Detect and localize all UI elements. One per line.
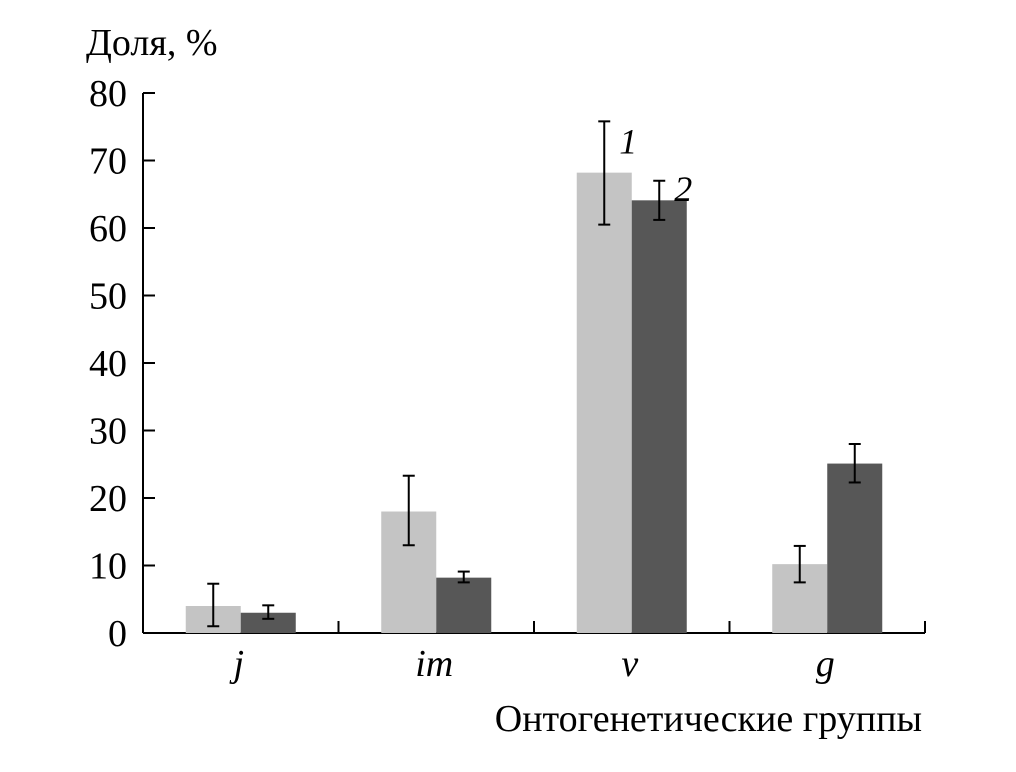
- y-tick-label: 70: [89, 141, 127, 183]
- series-label: 2: [674, 169, 692, 209]
- bar: [576, 172, 632, 633]
- y-tick-label: 80: [89, 73, 127, 115]
- bar: [240, 612, 296, 633]
- bar: [827, 463, 883, 633]
- y-tick-label: 10: [89, 546, 127, 588]
- x-tick-label: j: [228, 643, 244, 685]
- y-tick-label: 40: [89, 343, 127, 385]
- x-axis-title: Онтогенетические группы: [495, 698, 922, 740]
- y-tick-label: 20: [89, 478, 127, 520]
- x-tick-label: im: [415, 643, 453, 685]
- y-tick-label: 30: [89, 411, 127, 453]
- bar: [436, 577, 492, 633]
- axes: 0 10 20 30 40 50 60 70 80: [89, 73, 926, 655]
- y-tick-label: 60: [89, 208, 127, 250]
- bars: [185, 172, 883, 633]
- bar: [631, 200, 687, 633]
- x-tick-label: g: [816, 643, 835, 685]
- y-axis-title: Доля, %: [86, 22, 218, 64]
- y-tick-label: 50: [89, 276, 127, 318]
- series-label: 1: [619, 121, 637, 161]
- labels: j im v g 12: [228, 121, 834, 685]
- y-tick-label: 0: [108, 613, 127, 655]
- error-bars: [207, 120, 861, 628]
- x-tick-label: v: [621, 643, 638, 685]
